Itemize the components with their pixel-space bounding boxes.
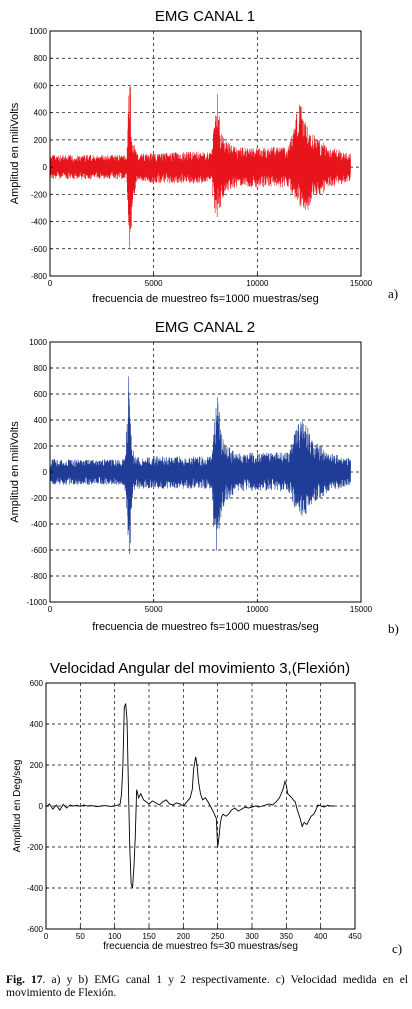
y-tick-label: 1000 [29, 27, 47, 36]
y-tick-label: 400 [34, 416, 48, 425]
panel-tag: c) [392, 941, 402, 956]
figure-label: Fig. 17 [6, 974, 43, 986]
x-tick-label: 350 [280, 932, 294, 941]
x-tick-label: 5000 [145, 279, 163, 288]
y-tick-label: -200 [31, 494, 48, 503]
x-tick-label: 100 [108, 932, 122, 941]
figure-caption: Fig. 17. a) y b) EMG canal 1 y 2 respect… [6, 974, 408, 1000]
y-axis-label: Amplitud en Deg/seg [12, 760, 23, 853]
y-axis-label: Amplitud en miliVolts [9, 421, 21, 523]
signal-series-line [49, 376, 351, 555]
y-tick-label: 200 [34, 136, 48, 145]
y-tick-label: 0 [43, 468, 48, 477]
y-tick-label: 1000 [29, 338, 47, 347]
y-tick-label: 600 [34, 390, 48, 399]
panel-tag: b) [388, 621, 399, 636]
y-tick-label: -600 [27, 925, 44, 934]
x-tick-label: 200 [177, 932, 191, 941]
signal-series-line [49, 86, 351, 248]
y-tick-label: -1000 [27, 598, 48, 607]
chart-title: EMG CANAL 2 [155, 319, 255, 336]
caption-text: . a) y b) EMG canal 1 y 2 respectivament… [6, 974, 408, 999]
x-tick-label: 0 [44, 932, 49, 941]
y-tick-label: -400 [27, 884, 44, 893]
y-tick-label: 200 [30, 761, 44, 770]
x-tick-label: 15000 [350, 605, 373, 614]
x-axis-label: frecuencia de muestreo fs=30 muestras/se… [103, 941, 298, 952]
x-tick-label: 5000 [145, 605, 163, 614]
y-tick-label: 0 [39, 802, 44, 811]
x-tick-label: 10000 [246, 605, 269, 614]
y-tick-label: -800 [31, 572, 48, 581]
x-axis-label: frecuencia de muestreo fs=1000 muestras/… [92, 293, 319, 305]
y-tick-label: -200 [27, 843, 44, 852]
figure-canvas: EMG CANAL 10 5000 10000 15000-800-600-400-2… [9, 8, 402, 956]
x-tick-label: 250 [211, 932, 225, 941]
y-tick-label: -400 [31, 520, 48, 529]
x-tick-label: 10000 [246, 279, 269, 288]
panel-tag: a) [388, 286, 398, 301]
velocity-series-line [45, 703, 335, 889]
x-tick-label: 0 [48, 279, 53, 288]
plot-frame [49, 30, 362, 277]
y-tick-label: 800 [34, 54, 48, 63]
y-tick-label: 600 [30, 679, 44, 688]
y-tick-label: -400 [31, 218, 48, 227]
y-tick-label: -800 [31, 272, 48, 281]
chart-title: EMG CANAL 1 [155, 8, 255, 25]
y-tick-label: 600 [34, 81, 48, 90]
x-tick-label: 50 [76, 932, 85, 941]
x-tick-label: 15000 [350, 279, 373, 288]
y-tick-label: 0 [43, 163, 48, 172]
y-tick-label: -200 [31, 190, 48, 199]
x-tick-label: 0 [48, 605, 53, 614]
x-tick-label: 300 [245, 932, 259, 941]
y-tick-label: -600 [31, 245, 48, 254]
x-tick-label: 150 [142, 932, 156, 941]
y-tick-label: -600 [31, 546, 48, 555]
x-tick-label: 450 [348, 932, 362, 941]
y-tick-label: 400 [34, 109, 48, 118]
y-tick-label: 800 [34, 364, 48, 373]
chart-title: Velocidad Angular del movimiento 3,(Flex… [50, 660, 350, 677]
y-tick-label: 200 [34, 442, 48, 451]
y-axis-label: Amplitud en miliVolts [9, 102, 21, 204]
x-axis-label: frecuencia de muestreo fs=1000 muestras/… [92, 621, 319, 633]
y-tick-label: 400 [30, 720, 44, 729]
x-tick-label: 400 [314, 932, 328, 941]
